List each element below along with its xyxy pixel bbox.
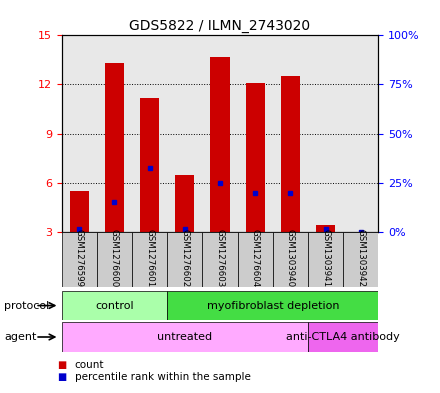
Text: GSM1276599: GSM1276599 — [75, 229, 84, 287]
Text: agent: agent — [4, 332, 37, 342]
Text: anti-CTLA4 antibody: anti-CTLA4 antibody — [286, 332, 400, 342]
Bar — [238, 232, 273, 287]
Text: GSM1276604: GSM1276604 — [251, 229, 260, 287]
Bar — [316, 225, 335, 232]
Bar — [167, 232, 202, 287]
Bar — [175, 174, 194, 232]
Bar — [308, 322, 378, 352]
Text: GSM1276603: GSM1276603 — [216, 229, 224, 287]
Bar — [167, 291, 378, 320]
Bar — [62, 291, 167, 320]
Bar — [210, 57, 230, 232]
Bar — [343, 232, 378, 287]
Text: count: count — [75, 360, 104, 371]
Bar — [62, 322, 308, 352]
Text: myofibroblast depletion: myofibroblast depletion — [206, 301, 339, 310]
Text: GSM1276600: GSM1276600 — [110, 229, 119, 287]
Text: GSM1303942: GSM1303942 — [356, 229, 365, 287]
Bar — [281, 76, 300, 232]
Bar — [308, 232, 343, 287]
Bar — [97, 232, 132, 287]
Text: GSM1276602: GSM1276602 — [180, 229, 189, 287]
Text: GSM1303941: GSM1303941 — [321, 229, 330, 287]
Bar — [246, 83, 265, 232]
Text: GSM1303940: GSM1303940 — [286, 229, 295, 287]
Bar — [273, 232, 308, 287]
Title: GDS5822 / ILMN_2743020: GDS5822 / ILMN_2743020 — [129, 19, 311, 33]
Bar — [132, 232, 167, 287]
Text: percentile rank within the sample: percentile rank within the sample — [75, 372, 251, 382]
Text: ■: ■ — [57, 360, 66, 371]
Bar — [70, 191, 89, 232]
Bar — [140, 97, 159, 232]
Bar — [105, 63, 124, 232]
Text: ■: ■ — [57, 372, 66, 382]
Bar — [62, 232, 97, 287]
Text: protocol: protocol — [4, 301, 50, 310]
Text: GSM1276601: GSM1276601 — [145, 229, 154, 287]
Text: untreated: untreated — [157, 332, 213, 342]
Bar — [202, 232, 238, 287]
Text: control: control — [95, 301, 134, 310]
